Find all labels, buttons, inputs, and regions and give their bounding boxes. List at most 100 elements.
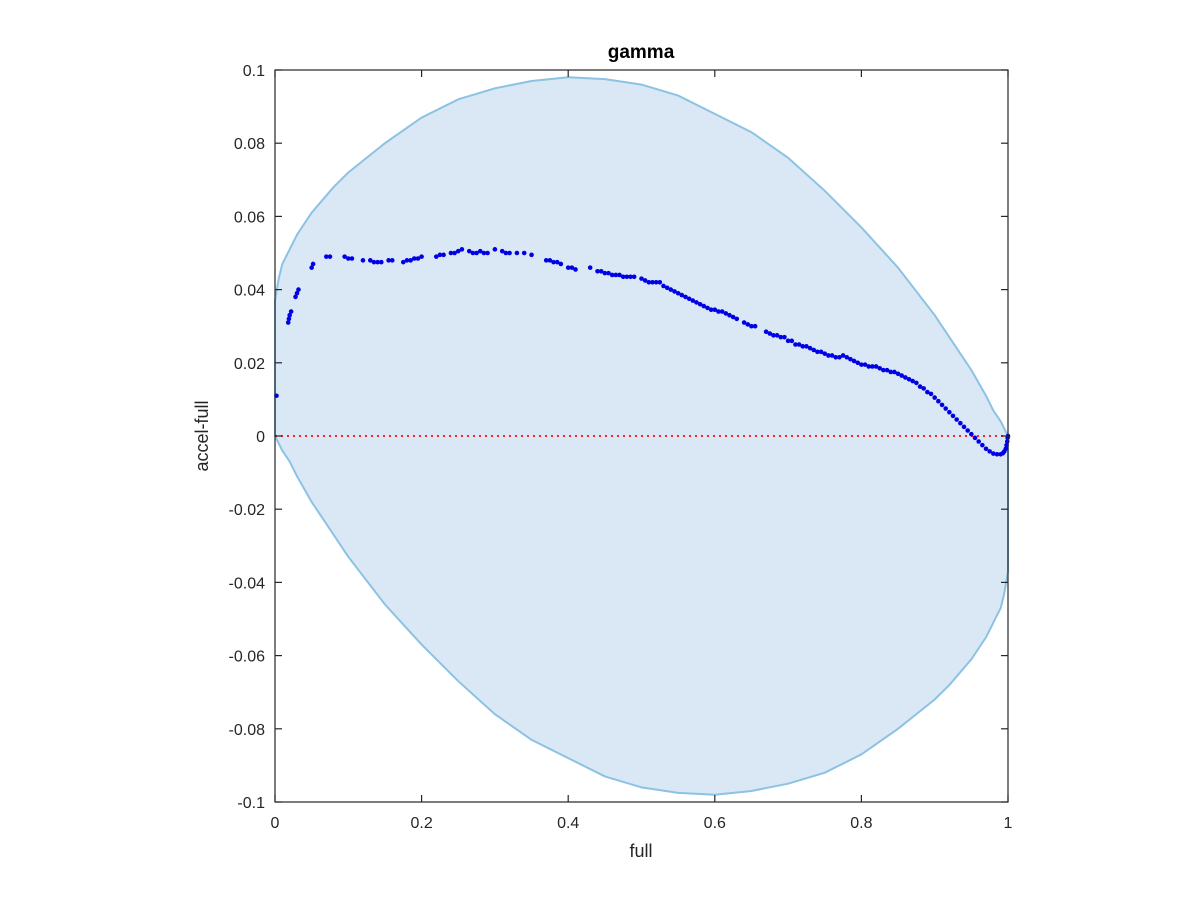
- data-point: [804, 344, 809, 349]
- data-point: [950, 413, 956, 419]
- data-point: [690, 298, 696, 303]
- data-point: [455, 248, 461, 254]
- data-point: [441, 252, 446, 258]
- data-point: [976, 439, 981, 444]
- data-point: [844, 355, 850, 360]
- data-point: [367, 258, 373, 263]
- data-point: [375, 259, 380, 265]
- data-point: [727, 312, 732, 318]
- data-point: [477, 248, 483, 254]
- data-point: [639, 276, 644, 281]
- data-point: [928, 391, 934, 397]
- data-point: [602, 270, 608, 276]
- data-point: [855, 360, 861, 366]
- data-point: [657, 279, 663, 285]
- data-point: [811, 347, 817, 353]
- data-point: [767, 331, 773, 336]
- data-point: [606, 270, 611, 276]
- data-point: [293, 294, 298, 300]
- data-point: [862, 362, 868, 367]
- data-point: [771, 333, 776, 338]
- y-tick-label: 0.06: [234, 209, 265, 226]
- data-point: [474, 250, 479, 256]
- data-point: [694, 300, 699, 305]
- data-point: [848, 356, 853, 362]
- data-points: [274, 247, 1011, 457]
- data-point: [288, 309, 294, 314]
- data-point: [884, 367, 890, 373]
- data-point: [866, 364, 872, 369]
- data-point: [961, 424, 967, 430]
- x-tick-label: 0.6: [704, 815, 726, 832]
- data-point: [408, 258, 413, 263]
- data-point: [386, 258, 391, 263]
- data-point: [573, 267, 578, 272]
- data-point: [452, 250, 457, 256]
- data-point: [668, 287, 674, 292]
- data-point: [774, 333, 780, 338]
- data-point: [587, 265, 593, 270]
- data-point: [389, 258, 395, 263]
- data-point: [925, 389, 930, 395]
- data-point: [653, 279, 659, 285]
- data-point: [873, 364, 879, 369]
- data-point: [914, 380, 919, 386]
- data-point: [631, 274, 637, 280]
- data-point: [360, 258, 366, 263]
- data-point: [448, 250, 454, 256]
- data-point: [686, 296, 692, 302]
- data-point: [965, 428, 970, 433]
- y-axis-label: accel-full: [192, 400, 212, 471]
- data-point: [877, 365, 883, 371]
- data-point: [969, 431, 974, 437]
- data-point: [683, 294, 688, 300]
- data-point: [947, 409, 952, 415]
- data-point: [650, 279, 655, 285]
- x-tick-label: 0.4: [557, 815, 579, 832]
- y-tick-label: 0: [256, 429, 265, 446]
- data-point: [789, 338, 795, 344]
- data-point: [980, 442, 985, 448]
- data-point: [349, 256, 355, 261]
- data-point: [719, 309, 725, 314]
- data-point: [529, 252, 534, 258]
- y-tick-label: 0.04: [234, 283, 265, 300]
- data-point: [741, 320, 747, 325]
- data-point: [620, 274, 626, 280]
- data-point: [415, 256, 421, 261]
- data-point: [749, 323, 754, 329]
- data-point: [342, 254, 347, 259]
- plot-area: 0 0.2 0.4 0.6 0.8 1 0.1 0.08 0.06 0.04 0.02 0 -0.02…: [229, 63, 1013, 832]
- data-point: [286, 316, 292, 322]
- data-point: [697, 301, 703, 307]
- data-point: [470, 250, 476, 256]
- y-tick-label: -0.1: [237, 795, 265, 812]
- data-point: [840, 353, 846, 358]
- data-point: [1003, 446, 1009, 452]
- data-point: [437, 252, 443, 258]
- data-point: [793, 342, 798, 347]
- data-point: [829, 353, 835, 358]
- data-point: [943, 406, 948, 411]
- data-point: [822, 351, 828, 356]
- data-point: [899, 373, 905, 378]
- data-point: [287, 312, 292, 318]
- data-point: [285, 320, 291, 325]
- y-tick-label: -0.04: [229, 575, 266, 592]
- data-point: [903, 375, 908, 380]
- data-point: [400, 259, 406, 265]
- y-tick-label: 0.02: [234, 356, 265, 373]
- data-point: [466, 248, 472, 254]
- data-point: [404, 258, 410, 263]
- y-tick-label: -0.02: [229, 502, 266, 519]
- x-axis-ticks: 0 0.2 0.4 0.6 0.8 1: [271, 70, 1013, 832]
- x-tick-label: 0.8: [850, 815, 872, 832]
- data-point: [554, 259, 560, 265]
- data-point: [664, 285, 670, 291]
- data-point: [624, 274, 630, 280]
- data-point: [327, 254, 333, 259]
- data-point: [906, 376, 912, 382]
- data-point: [723, 311, 729, 316]
- data-point: [851, 358, 857, 364]
- data-point: [892, 369, 897, 375]
